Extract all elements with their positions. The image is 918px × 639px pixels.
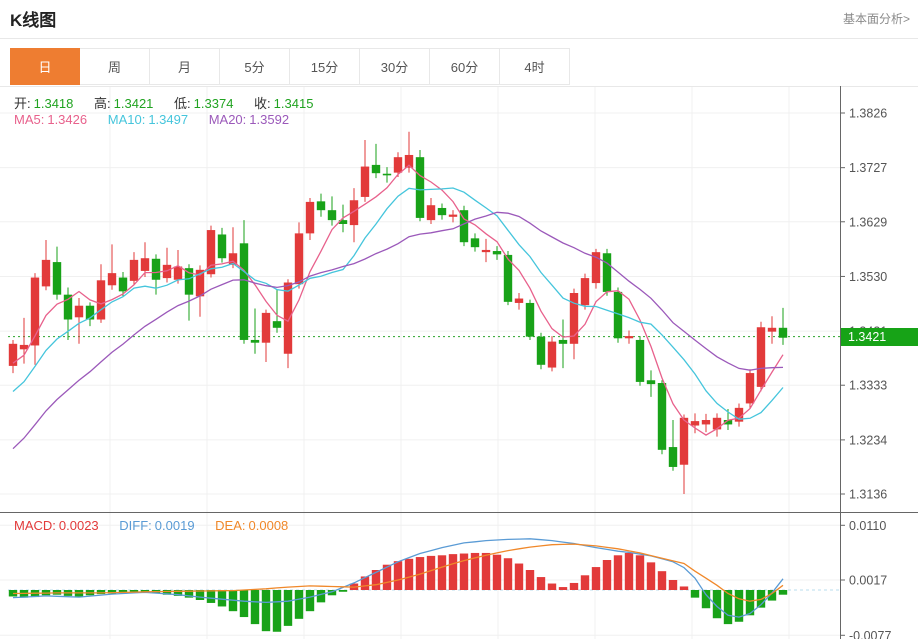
axis-label: 1.3333	[849, 379, 887, 393]
candlestick-layer	[8, 131, 788, 494]
axis-label: 1.3234	[849, 433, 887, 447]
tab-30分[interactable]: 30分	[360, 48, 430, 85]
axis-label: 0.0110	[849, 519, 886, 533]
axis-label: -0.0077	[849, 629, 891, 639]
header-divider	[0, 38, 918, 39]
tab-日[interactable]: 日	[10, 48, 80, 85]
tab-周[interactable]: 周	[80, 48, 150, 85]
tab-月[interactable]: 月	[150, 48, 220, 85]
macd-value: 0.0023	[58, 518, 99, 533]
axis-label: 0.0017	[849, 574, 887, 588]
open-value: 1.3418	[33, 96, 74, 111]
axis-label: 1.3727	[849, 161, 887, 175]
tab-5分[interactable]: 5分	[220, 48, 290, 85]
macd-label: MACD:	[14, 518, 56, 533]
open-label: 开:	[14, 96, 31, 111]
close-value: 1.3415	[273, 96, 314, 111]
chart-area: 1.38261.37271.36291.35301.34311.33331.32…	[0, 86, 918, 639]
ma20-label: MA20:	[208, 112, 247, 127]
ma5-label: MA5:	[14, 112, 45, 127]
ma10-line	[12, 187, 784, 420]
low-value: 1.3374	[193, 96, 234, 111]
ma-legend: MA5: 1.3426 MA10: 1.3497 MA20: 1.3592	[14, 112, 306, 127]
ma20-value: 1.3592	[249, 112, 290, 127]
current-price-badge: 1.3421	[841, 327, 918, 346]
tab-4时[interactable]: 4时	[500, 48, 570, 85]
low-label: 低:	[174, 96, 191, 111]
ma20-line	[12, 211, 784, 450]
ma10-label: MA10:	[107, 112, 146, 127]
dea-line	[12, 543, 784, 602]
diff-label: DIFF:	[119, 518, 152, 533]
axis-label: 1.3530	[849, 270, 887, 284]
high-value: 1.3421	[113, 96, 154, 111]
high-label: 高:	[94, 96, 111, 111]
ma5-line	[12, 164, 784, 436]
page-title: K线图	[10, 11, 57, 30]
axis-labels: 1.38261.37271.36291.35301.34311.33331.32…	[840, 107, 891, 639]
ohlc-legend: 开: 1.3418 高: 1.3421 低: 1.3374 收: 1.3415	[14, 93, 330, 112]
period-tabs: 日周月 5分 15分 30分 60分 4时	[10, 48, 570, 85]
axis-label: 1.3629	[849, 215, 887, 229]
gridlines	[0, 86, 840, 639]
dea-value: 0.0008	[248, 518, 289, 533]
ma10-value: 1.3497	[148, 112, 189, 127]
tab-60分[interactable]: 60分	[430, 48, 500, 85]
axis-label: 1.3826	[849, 107, 887, 121]
dea-label: DEA:	[215, 518, 246, 533]
fundamental-analysis-link[interactable]: 基本面分析>	[842, 12, 910, 26]
ma5-value: 1.3426	[47, 112, 88, 127]
axis-label: 1.3136	[849, 488, 887, 502]
macd-legend: MACD: 0.0023 DIFF: 0.0019 DEA: 0.0008	[14, 518, 305, 533]
diff-value: 0.0019	[154, 518, 195, 533]
kline-chart: 1.38261.37271.36291.35301.34311.33331.32…	[0, 86, 918, 639]
tab-15分[interactable]: 15分	[290, 48, 360, 85]
close-label: 收:	[254, 96, 271, 111]
